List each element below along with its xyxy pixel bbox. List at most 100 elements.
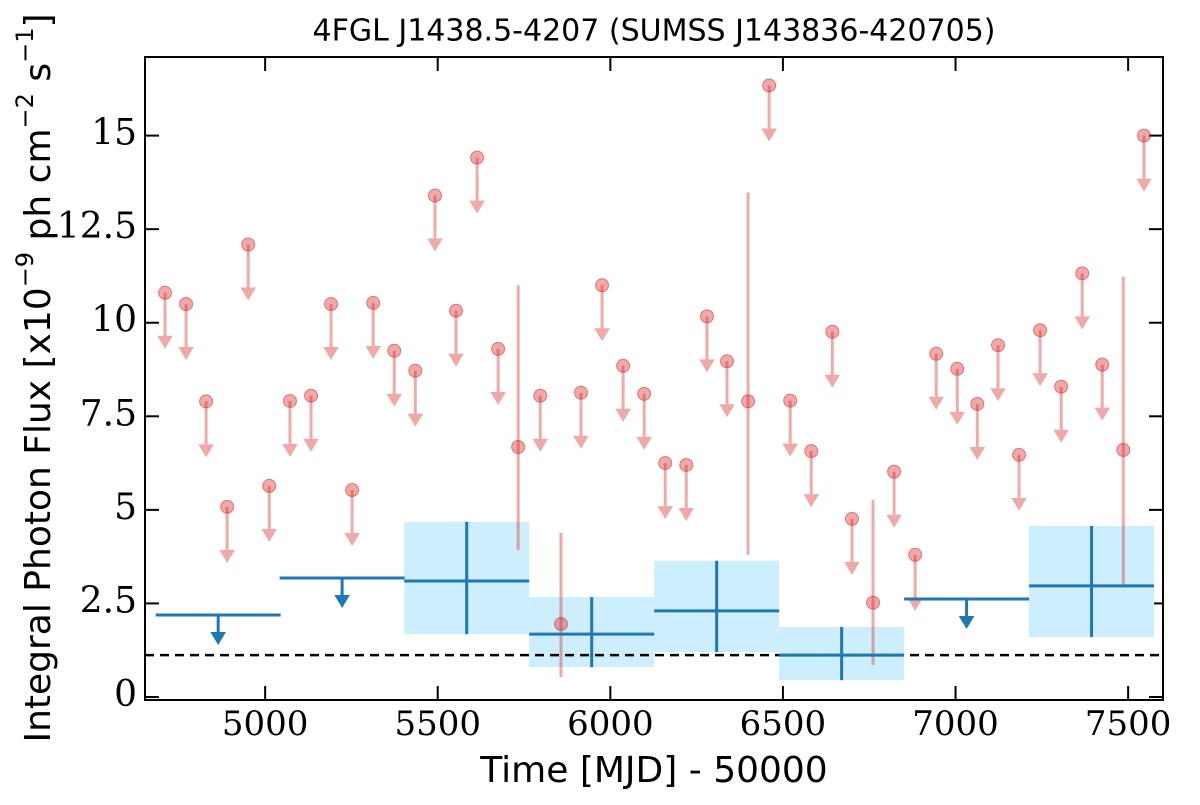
upper-limit-arrow-head: [678, 507, 695, 521]
plot-frame: [144, 56, 1164, 701]
data-point: [491, 341, 506, 356]
upper-limit-arrow-head: [532, 438, 549, 452]
data-point: [511, 439, 526, 454]
data-point: [179, 297, 194, 312]
upper-limit-arrow-head: [1094, 407, 1111, 421]
data-point: [345, 483, 360, 498]
upper-limit-arrow-head: [969, 446, 986, 460]
y-axis-label-part: −9: [11, 252, 39, 287]
x-tick-label: 7000: [912, 704, 999, 744]
upper-limit-arrow-head: [907, 597, 923, 611]
upper-limit-arrow-head: [761, 128, 777, 142]
upper-limit-arrow-head: [1053, 429, 1069, 443]
upper-limit-arrow-head: [824, 374, 841, 388]
upper-limit-arrow-head: [334, 594, 350, 608]
y-axis-label-part: ]: [18, 13, 59, 27]
upper-limit-arrow-head: [344, 533, 360, 547]
y-axis-label-part: s: [18, 63, 59, 93]
upper-limit-arrow-head: [949, 411, 966, 425]
upper-limit-arrow-head: [261, 528, 278, 542]
y-axis-label-part: −2: [11, 93, 39, 128]
data-point: [366, 295, 381, 310]
data-point: [929, 346, 944, 361]
upper-limit-arrow-head: [636, 436, 652, 450]
upper-limit-arrow-head: [427, 238, 443, 252]
upper-limit-arrow-head: [990, 388, 1006, 402]
y-axis-label-part: Integral Photon Flux [x10: [18, 287, 59, 742]
upper-limit-arrow-head: [803, 494, 820, 508]
data-point: [533, 388, 548, 403]
upper-limit-arrow-head: [240, 287, 257, 301]
upper-limit-arrow-head: [1011, 497, 1027, 511]
upper-limit-arrow-head: [1032, 373, 1048, 387]
data-point: [470, 150, 485, 165]
data-point: [449, 303, 464, 318]
upper-limit-arrow-head: [928, 396, 945, 410]
upper-limit-arrow-head: [386, 393, 403, 407]
y-axis-label-part: ph cm: [18, 128, 59, 251]
data-point: [324, 297, 339, 312]
y-tick-label: 0: [114, 674, 137, 715]
data-point: [679, 457, 694, 472]
upper-limit-arrow-head: [782, 443, 798, 457]
data-point: [762, 78, 777, 93]
x-tick-label: 5000: [222, 704, 309, 744]
data-point: [637, 386, 652, 401]
data-point: [199, 394, 214, 409]
data-point: [282, 393, 297, 408]
upper-limit-arrow-head: [699, 359, 715, 373]
data-point: [573, 385, 588, 400]
upper-limit-arrow-head: [719, 404, 735, 418]
x-tick-label: 5500: [394, 704, 481, 744]
data-point: [427, 188, 442, 203]
data-point: [783, 393, 798, 408]
data-point: [699, 309, 714, 324]
upper-limit-arrow-head: [657, 506, 674, 520]
x-tick-label: 6000: [567, 704, 654, 744]
data-point: [658, 456, 673, 471]
upper-limit-arrow-head: [323, 347, 339, 361]
upper-limit-arrow-head: [219, 549, 235, 563]
upper-limit-arrow-head: [178, 347, 194, 361]
upper-limit-arrow-head: [210, 632, 226, 646]
data-point: [908, 547, 923, 562]
y-tick-label: 12.5: [57, 206, 137, 247]
x-tick-label: 7500: [1085, 704, 1172, 744]
data-point: [1095, 357, 1110, 372]
y-tick-label: 2.5: [80, 580, 137, 621]
data-point: [387, 343, 402, 358]
upper-limit-arrow-head: [365, 345, 381, 359]
upper-limit-arrow-head: [958, 615, 975, 629]
data-point: [158, 285, 173, 300]
upper-limit-arrow-head: [282, 443, 298, 457]
data-point: [595, 278, 610, 293]
chart-title: 4FGL J1438.5-4207 (SUMSS J143836-420705): [313, 14, 996, 49]
upper-limit-arrow-head: [303, 438, 319, 452]
upper-limit-arrow-head: [469, 200, 485, 214]
data-point: [720, 354, 735, 369]
data-point: [741, 394, 756, 409]
data-point: [804, 444, 819, 459]
data-point: [241, 237, 256, 252]
data-point: [825, 324, 840, 339]
upper-limit-arrow-head: [198, 444, 214, 458]
data-point: [220, 499, 235, 514]
upper-limit-arrow-head: [1136, 178, 1152, 192]
data-point: [1054, 379, 1069, 394]
data-point: [616, 358, 631, 373]
upper-limit-arrow-head: [594, 328, 610, 342]
y-tick-label: 15: [91, 113, 137, 154]
upper-limit-arrow-head: [407, 413, 424, 427]
upper-limit-arrow-head: [157, 335, 173, 349]
data-point: [950, 361, 965, 376]
data-point: [1012, 447, 1027, 462]
data-point: [844, 511, 859, 526]
data-point: [408, 363, 423, 378]
x-tick-label: 6500: [740, 704, 827, 744]
data-point: [1033, 323, 1048, 338]
data-point: [262, 478, 277, 493]
y-axis-label: Integral Photon Flux [x10−9 ph cm−2 s−1]: [11, 13, 59, 742]
y-tick-label: 10: [91, 300, 137, 341]
y-tick-label: 5: [114, 487, 137, 528]
